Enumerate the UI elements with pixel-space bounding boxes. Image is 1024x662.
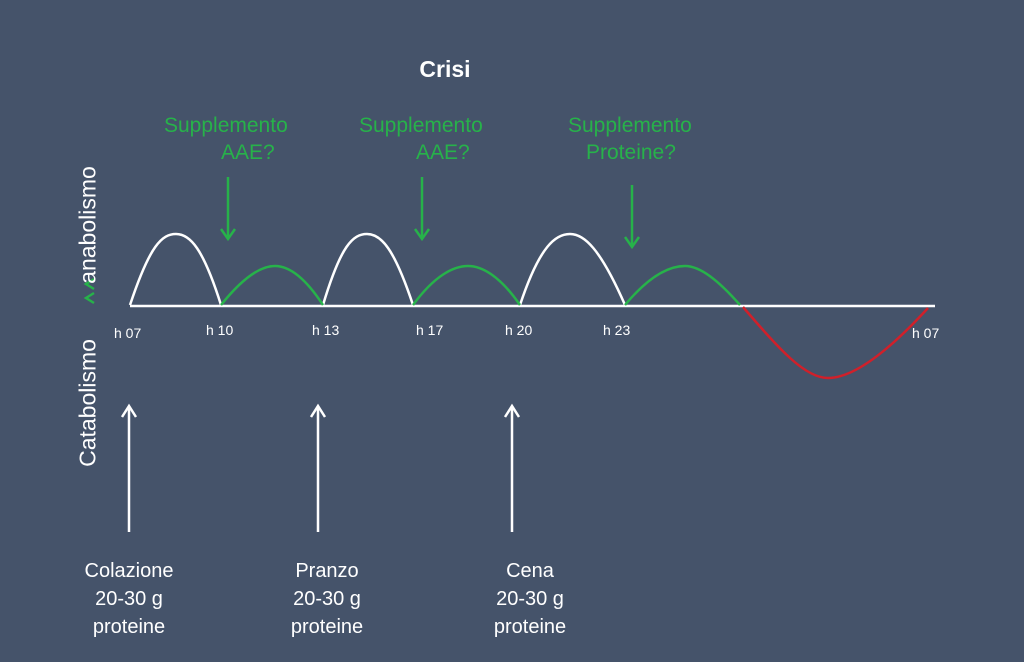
supplement-label-2-line1: Supplemento	[359, 114, 483, 137]
supplement-label-3-line2: Proteine?	[586, 141, 676, 164]
time-label-h20: h 20	[505, 322, 533, 338]
supplement-label-3-line1: Supplemento	[568, 114, 692, 137]
time-label-h10: h 10	[206, 322, 234, 338]
supplement-label-1-line2: AAE?	[221, 141, 275, 164]
time-label-h17: h 17	[416, 322, 444, 338]
meal-name: Pranzo	[295, 560, 359, 582]
meal-amount: 20-30 g	[293, 588, 361, 610]
time-label-h23: h 23	[603, 322, 631, 338]
supplement-arrow-3	[623, 185, 641, 250]
meal-arrow-cena	[503, 403, 521, 532]
time-label-h07-end: h 07	[912, 325, 940, 341]
meal-label-pranzo: Pranzo 20-30 g proteine	[257, 557, 397, 641]
supplement-label-2-line2: AAE?	[416, 141, 470, 164]
catabolic-curve	[742, 306, 929, 380]
supplement-curve-1	[220, 264, 325, 306]
catabolism-label: Catabolismo	[74, 339, 101, 467]
meal-anabolic-curve-pranzo	[321, 232, 415, 306]
supplement-label-2: Supplemento AAE?	[359, 112, 509, 172]
time-label-h13: h 13	[312, 322, 340, 338]
meal-anabolic-curve-cena	[518, 232, 627, 306]
time-label-h07-start: h 07	[114, 325, 142, 341]
supplement-label-1-line1: Supplemento	[164, 114, 288, 137]
supplement-label-1: Supplemento AAE?	[164, 112, 314, 172]
supplement-curve-3	[624, 264, 741, 306]
supplement-label-3: Supplemento Proteine?	[568, 112, 718, 172]
meal-arrow-pranzo	[309, 403, 327, 532]
supplement-arrow-2	[413, 177, 431, 242]
anabolism-label: anabolismo	[74, 166, 101, 284]
meal-label-cena: Cena 20-30 g proteine	[460, 557, 600, 641]
meal-name: Colazione	[84, 560, 174, 582]
supplement-curve-2	[411, 264, 522, 306]
meal-amount: 20-30 g	[95, 588, 163, 610]
supplement-arrow-1	[219, 177, 237, 242]
meal-arrow-colazione	[120, 403, 138, 532]
meal-unit: proteine	[493, 616, 567, 638]
meal-anabolic-curve-colazione	[128, 232, 223, 306]
meal-amount: 20-30 g	[496, 588, 564, 610]
anabolism-chevron-icon	[83, 277, 95, 305]
meal-name: Cena	[506, 560, 554, 582]
meal-label-colazione: Colazione 20-30 g proteine	[59, 557, 199, 641]
page-title: Crisi	[419, 56, 471, 82]
meal-unit: proteine	[92, 616, 166, 638]
meal-unit: proteine	[290, 616, 364, 638]
